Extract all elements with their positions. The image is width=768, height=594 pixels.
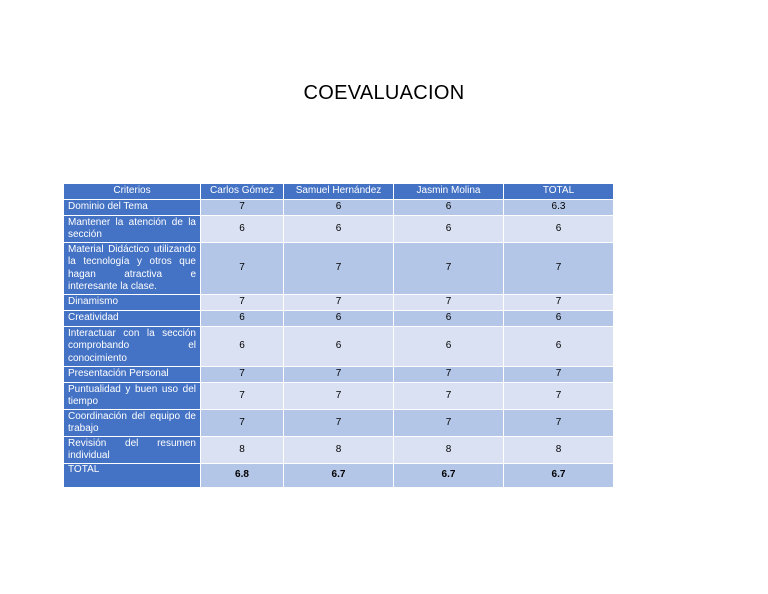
score-cell: 7 [283,242,394,295]
table-row: Material Didáctico utilizando la tecnolo… [63,242,614,295]
score-cell: 7 [503,366,614,383]
total-label: TOTAL [63,463,201,488]
score-cell: 6 [503,326,614,367]
header-jasmin-molina: Jasmin Molina [393,183,504,200]
score-cell: 7 [503,409,614,437]
criterion-cell: Creatividad [63,310,201,327]
score-cell: 8 [200,436,284,464]
table-row: Revisión del resumen individual 8 8 8 8 [63,436,614,464]
score-cell: 6 [503,215,614,243]
score-cell: 7 [283,294,394,311]
score-cell: 7 [393,382,504,410]
criterion-cell: Puntualidad y buen uso del tiempo [63,382,201,410]
table-row: Interactuar con la sección comprobando e… [63,326,614,367]
score-cell: 7 [503,382,614,410]
score-cell: 7 [393,409,504,437]
score-cell: 7 [283,382,394,410]
total-row: TOTAL 6.8 6.7 6.7 6.7 [63,463,614,488]
criterion-cell: Dominio del Tema [63,199,201,216]
table-header-row: Criterios Carlos Gómez Samuel Hernández … [63,183,614,200]
table-row: Coordinación del equipo de trabajo 7 7 7… [63,409,614,437]
score-cell: 6 [283,215,394,243]
coevaluation-table: Criterios Carlos Gómez Samuel Hernández … [63,183,614,488]
table-row: Dinamismo 7 7 7 7 [63,294,614,311]
score-cell: 6 [200,310,284,327]
header-criterios: Criterios [63,183,201,200]
score-cell: 6 [200,215,284,243]
score-cell: 6 [393,215,504,243]
score-cell: 7 [283,366,394,383]
score-cell: 7 [393,242,504,295]
criterion-cell: Interactuar con la sección comprobando e… [63,326,201,367]
score-cell: 6 [283,326,394,367]
score-cell: 8 [283,436,394,464]
score-cell: 7 [503,294,614,311]
score-cell: 7 [283,409,394,437]
score-cell: 7 [393,294,504,311]
score-cell: 7 [200,199,284,216]
score-cell: 7 [200,242,284,295]
criterion-cell: Material Didáctico utilizando la tecnolo… [63,242,201,295]
score-cell: 7 [200,409,284,437]
score-cell: 6 [200,326,284,367]
criterion-cell: Coordinación del equipo de trabajo [63,409,201,437]
score-cell: 6.3 [503,199,614,216]
header-carlos-gomez: Carlos Gómez [200,183,284,200]
total-score-cell: 6.7 [393,463,504,488]
header-total: TOTAL [503,183,614,200]
criterion-cell: Presentación Personal [63,366,201,383]
total-score-cell: 6.7 [283,463,394,488]
score-cell: 8 [503,436,614,464]
score-cell: 7 [393,366,504,383]
score-cell: 6 [283,199,394,216]
table-row: Mantener la atención de la sección 6 6 6… [63,215,614,243]
criterion-cell: Mantener la atención de la sección [63,215,201,243]
criterion-cell: Revisión del resumen individual [63,436,201,464]
table-row: Presentación Personal 7 7 7 7 [63,366,614,383]
page-title: COEVALUACION [303,82,465,104]
criterion-cell: Dinamismo [63,294,201,311]
score-cell: 7 [503,242,614,295]
table-row: Creatividad 6 6 6 6 [63,310,614,327]
score-cell: 6 [393,199,504,216]
score-cell: 7 [200,294,284,311]
score-cell: 6 [503,310,614,327]
score-cell: 6 [393,326,504,367]
score-cell: 8 [393,436,504,464]
table-row: Puntualidad y buen uso del tiempo 7 7 7 … [63,382,614,410]
total-score-cell: 6.7 [503,463,614,488]
score-cell: 6 [283,310,394,327]
score-cell: 7 [200,382,284,410]
total-score-cell: 6.8 [200,463,284,488]
score-cell: 6 [393,310,504,327]
score-cell: 7 [200,366,284,383]
table-row: Dominio del Tema 7 6 6 6.3 [63,199,614,216]
header-samuel-hernandez: Samuel Hernández [283,183,394,200]
